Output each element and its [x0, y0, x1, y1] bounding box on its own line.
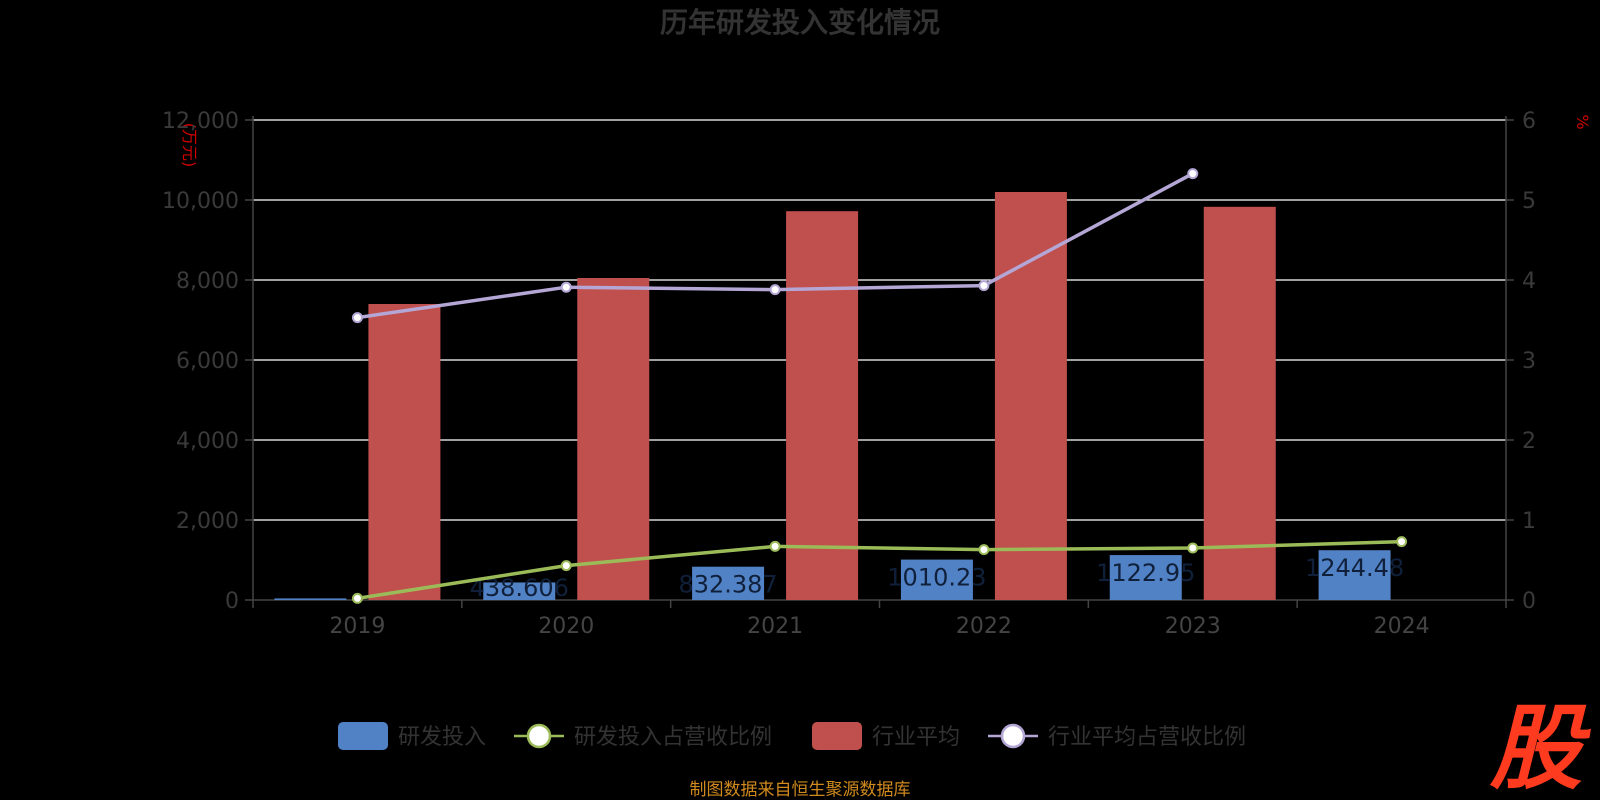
bar-industry-average	[1203, 206, 1276, 601]
left-tick-label: 0	[225, 589, 239, 614]
bar-rd-investment	[483, 582, 556, 600]
bar-data-label: 1010.23	[887, 564, 986, 592]
right-tick-label: 6	[1522, 109, 1536, 134]
x-tick-label: 2019	[329, 614, 385, 639]
legend-rd-investment-swatch	[338, 722, 388, 750]
chart-title: 历年研发投入变化情况	[660, 6, 940, 39]
grid-lines	[253, 119, 1506, 521]
bar-industry-average	[577, 278, 650, 600]
bar-data-label: 1122.95	[1096, 559, 1195, 587]
right-axis-unit: %	[1573, 114, 1592, 129]
legend-industry-ratio-label: 行业平均占营收比例	[1048, 725, 1246, 750]
legend-industry-average-swatch	[812, 722, 862, 750]
right-tick-label: 2	[1522, 429, 1536, 454]
legend-rd-ratio-label: 研发投入占营收比例	[574, 725, 772, 750]
left-tick-label: 8,000	[176, 269, 239, 294]
bar-rd-investment	[1109, 555, 1182, 600]
axes: 0 2,000 4,000 6,000 8,000 10,000 12,000 0 1 2 3 4 5 6…	[162, 109, 1536, 639]
legend-industry-ratio-swatch-marker	[1000, 723, 1026, 749]
industry-ratio-point	[351, 312, 363, 324]
rd-ratio-point	[560, 560, 572, 572]
bar-rd-investment	[1318, 550, 1391, 600]
lines	[351, 168, 1408, 604]
rd-ratio-point	[351, 592, 363, 604]
industry-ratio-point	[769, 284, 781, 296]
left-axis-unit: (万元)	[180, 123, 199, 168]
rd-ratio-point	[769, 540, 781, 552]
legend-rd-ratio-swatch-marker	[526, 723, 552, 749]
rd-ratio-line	[357, 539, 1402, 601]
bar-data-label: 1244.48	[1305, 554, 1404, 582]
rd-ratio-point	[1187, 542, 1199, 554]
left-tick-label: 6,000	[176, 349, 239, 374]
x-tick-label: 2020	[538, 614, 594, 639]
bar-rd-investment	[274, 598, 347, 600]
right-tick-label: 4	[1522, 269, 1536, 294]
legend-industry-average-label: 行业平均	[872, 725, 960, 750]
legend-rd-investment-label: 研发投入	[398, 725, 486, 750]
right-tick-label: 3	[1522, 349, 1536, 374]
x-tick-label: 2022	[956, 614, 1012, 639]
left-tick-label: 4,000	[176, 429, 239, 454]
source-note: 制图数据来自恒生聚源数据库	[690, 780, 911, 800]
logo-icon: 股	[1489, 695, 1591, 800]
legend: 研发投入 研发投入占营收比例 行业平均 行业平均占营收比例	[338, 722, 1246, 750]
bar-industry-average	[368, 304, 441, 600]
rd-ratio-point	[978, 544, 990, 556]
x-tick-label: 2023	[1165, 614, 1221, 639]
bar-data-label: 832.387	[678, 571, 777, 599]
industry-ratio-point	[1187, 168, 1199, 180]
bar-industry-average	[786, 211, 859, 600]
bars: 438.606 832.387 1010.23 1122.95 1244.48	[274, 192, 1404, 602]
industry-ratio-point	[560, 281, 572, 293]
x-tick-label: 2021	[747, 614, 803, 639]
bar-industry-average	[994, 192, 1067, 600]
bar-rd-investment	[692, 566, 765, 600]
right-tick-label: 5	[1522, 189, 1536, 214]
x-tick-label: 2024	[1374, 614, 1430, 639]
left-tick-label: 10,000	[162, 189, 239, 214]
bar-rd-investment	[900, 559, 973, 600]
industry-ratio-point	[978, 280, 990, 292]
right-tick-label: 0	[1522, 589, 1536, 614]
left-tick-label: 12,000	[162, 109, 239, 134]
rd-ratio-point	[1396, 536, 1408, 548]
right-tick-label: 1	[1522, 509, 1536, 534]
left-tick-label: 2,000	[176, 509, 239, 534]
industry-ratio-line	[357, 172, 1194, 320]
